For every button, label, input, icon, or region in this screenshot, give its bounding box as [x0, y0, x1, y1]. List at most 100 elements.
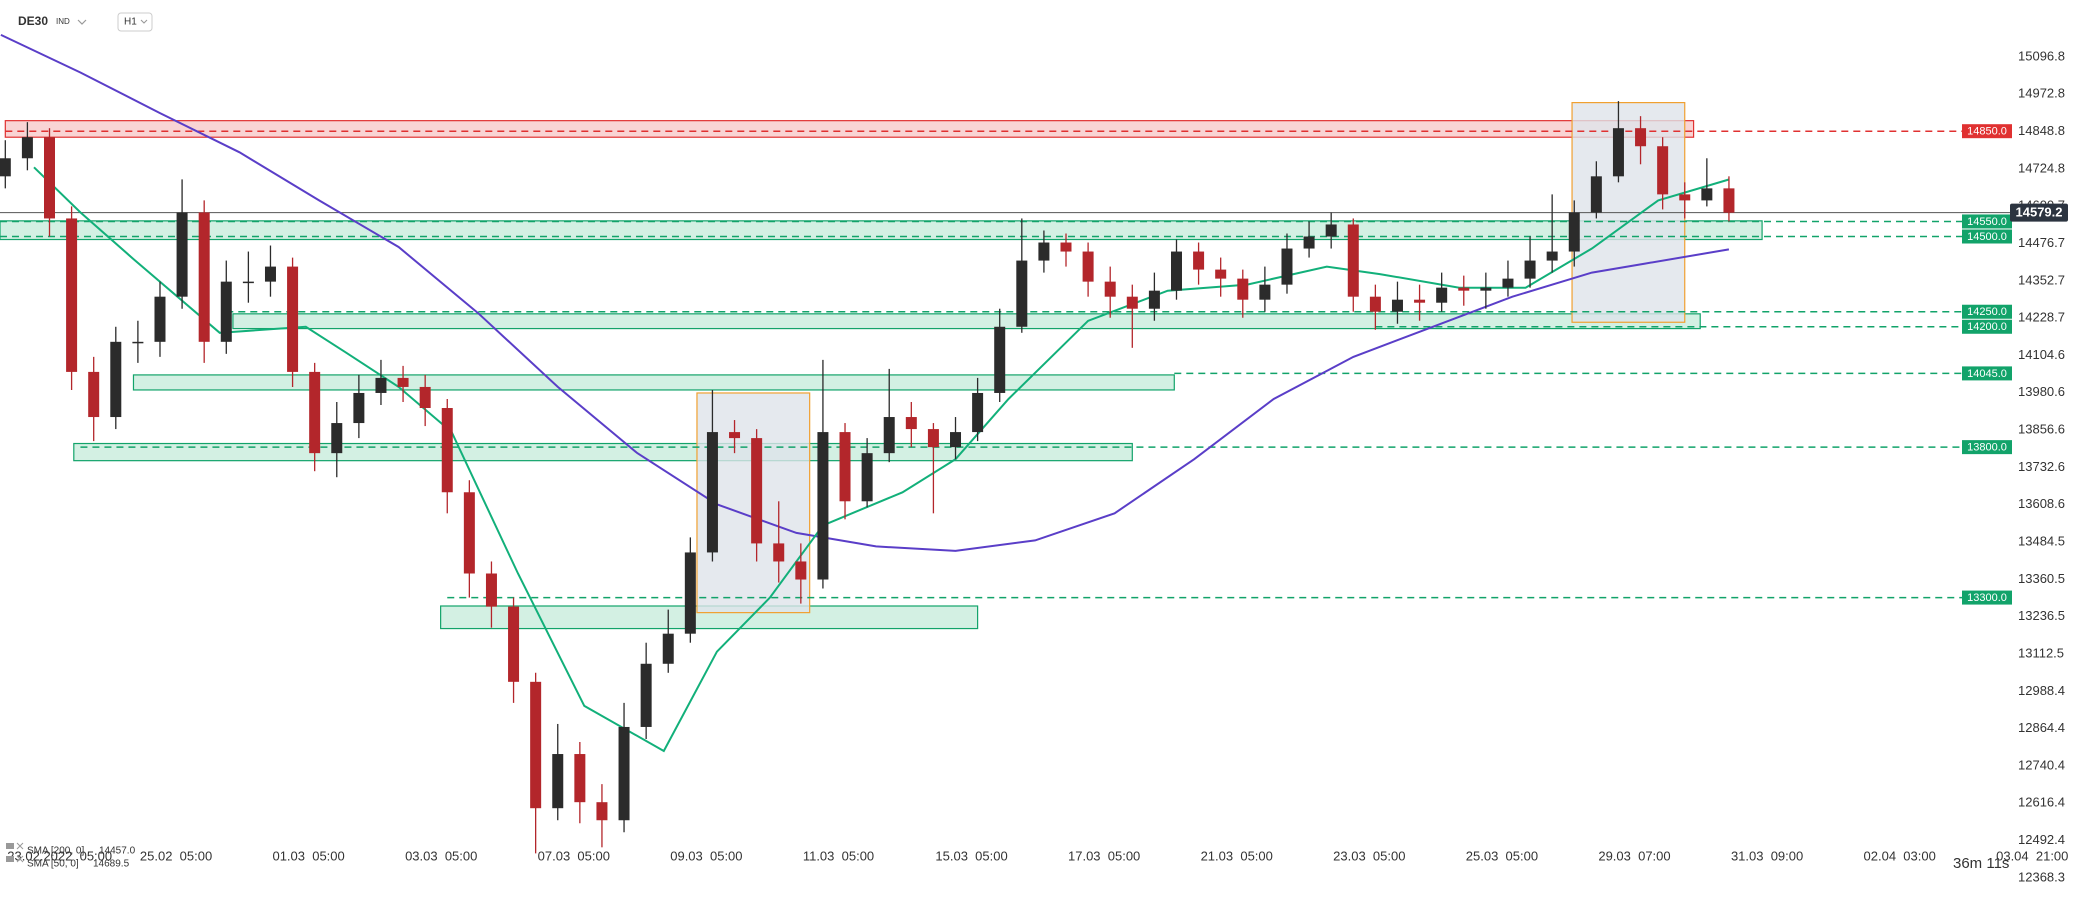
- legend-name: SMA [50, 0]: [27, 859, 79, 870]
- level-label-box: [1962, 440, 2012, 455]
- candle-body: [530, 681, 542, 809]
- dropdown-caret[interactable]: [140, 19, 148, 24]
- candle-body: [485, 573, 497, 607]
- x-tick-label: 03.03 05:00: [405, 848, 477, 863]
- y-tick-label: 13360.5: [2018, 571, 2065, 586]
- candle-countdown: 36m 11s: [1953, 855, 2009, 872]
- candle-body: [1038, 242, 1050, 261]
- x-tick-label: 02.04 03:00: [1864, 848, 1936, 863]
- candle-body: [397, 377, 409, 387]
- candle-body: [66, 218, 78, 372]
- x-tick-label: 07.03 05:00: [538, 848, 610, 863]
- zone: [4, 120, 1695, 138]
- y-tick-label: 12368.3: [2018, 869, 2065, 884]
- dropdown-caret[interactable]: [77, 19, 87, 25]
- candle-body: [795, 561, 807, 580]
- level-label-box: [1962, 319, 2012, 334]
- candle-body: [463, 492, 475, 574]
- market[interactable]: IND: [56, 17, 70, 26]
- candle-body: [1148, 290, 1160, 309]
- level-label: 14500.0: [1967, 231, 2007, 243]
- x-tick-label: 25.03 05:00: [1466, 848, 1538, 863]
- y-tick-label: 12492.4: [2018, 832, 2065, 847]
- legend-close[interactable]: [16, 855, 24, 863]
- candle-body: [751, 438, 763, 544]
- y-tick-label: 13484.5: [2018, 533, 2065, 548]
- x-tick-label: 15.03 05:00: [935, 848, 1007, 863]
- legend-name: SMA [200, 0]: [27, 846, 84, 857]
- candle-body: [1104, 281, 1116, 297]
- level-label: 14045.0: [1967, 368, 2007, 380]
- candle-body: [994, 326, 1006, 393]
- candle-body: [1612, 128, 1624, 177]
- candle-body: [1325, 224, 1337, 237]
- legend-close[interactable]: [16, 842, 24, 850]
- layer-zones: [0, 102, 1763, 630]
- y-tick-label: 13112.5: [2018, 645, 2064, 660]
- candle-body: [1016, 260, 1028, 327]
- x-tick-label: 09.03 05:00: [670, 848, 742, 863]
- candle-body: [1458, 287, 1470, 291]
- symbol[interactable]: DE30: [18, 14, 48, 28]
- legend-icon[interactable]: [6, 843, 14, 849]
- candle-body: [950, 432, 962, 448]
- candle-body: [552, 754, 564, 809]
- level-label-box: [1962, 124, 2012, 139]
- y-tick-label: 13732.6: [2018, 459, 2065, 474]
- y-tick-label: 12988.4: [2018, 683, 2065, 698]
- candle-body: [905, 417, 917, 430]
- layer-candles: [0, 101, 1735, 854]
- x-tick-label: 01.03 05:00: [272, 848, 344, 863]
- candle-body: [1723, 188, 1735, 213]
- last-price-box: [2010, 203, 2068, 222]
- level-label: 14550.0: [1967, 216, 2007, 228]
- y-tick-label: 12864.4: [2018, 720, 2065, 735]
- candle-body: [706, 432, 718, 553]
- candle-body: [817, 432, 829, 580]
- candle-body: [132, 341, 144, 344]
- y-tick-label: 12616.4: [2018, 795, 2065, 810]
- x-tick-label: 03.04 21:00: [1996, 848, 2068, 863]
- level-label-box: [1962, 229, 2012, 244]
- candle-body: [1193, 251, 1205, 270]
- level-label-box: [1962, 590, 2012, 605]
- interval[interactable]: H1: [124, 17, 137, 28]
- candle-body: [1436, 287, 1448, 303]
- y-tick-label: 14476.7: [2018, 235, 2065, 250]
- y-tick-label: 13236.5: [2018, 608, 2065, 623]
- last-price-label: 14579.2: [2016, 205, 2063, 220]
- legend-value: 14689.5: [93, 859, 130, 870]
- candle-body: [729, 432, 741, 439]
- candle-body: [309, 371, 321, 454]
- level-label: 14200.0: [1967, 321, 2007, 333]
- x-tick-label: 29.03 07:00: [1598, 848, 1670, 863]
- candle-body: [1259, 284, 1271, 300]
- candle-body: [287, 266, 299, 372]
- candle-body: [1679, 194, 1691, 201]
- candle-body: [1502, 278, 1514, 288]
- candle-body: [684, 552, 696, 634]
- candle-body: [353, 392, 365, 424]
- candle-body: [1347, 224, 1359, 297]
- candle-body: [441, 408, 453, 493]
- y-tick-label: 14104.6: [2018, 347, 2065, 362]
- candle-body: [1635, 128, 1647, 147]
- candle-body: [21, 137, 33, 159]
- level-label-box: [1962, 366, 2012, 381]
- level-label: 14250.0: [1967, 306, 2007, 318]
- y-tick-label: 13980.6: [2018, 384, 2065, 399]
- candle-body: [1126, 296, 1138, 309]
- level-label: 13300.0: [1967, 592, 2007, 604]
- candle-body: [861, 453, 873, 502]
- legend-icon[interactable]: [6, 856, 14, 862]
- y-tick-label: 14724.8: [2018, 160, 2065, 175]
- level-label-box: [1962, 304, 2012, 319]
- candle-body: [154, 296, 166, 342]
- y-tick-label: 14228.7: [2018, 310, 2065, 325]
- x-tick-label: 21.03 05:00: [1201, 848, 1273, 863]
- interval-select[interactable]: [117, 12, 153, 32]
- zone: [132, 374, 1175, 391]
- candle-body: [1414, 299, 1426, 303]
